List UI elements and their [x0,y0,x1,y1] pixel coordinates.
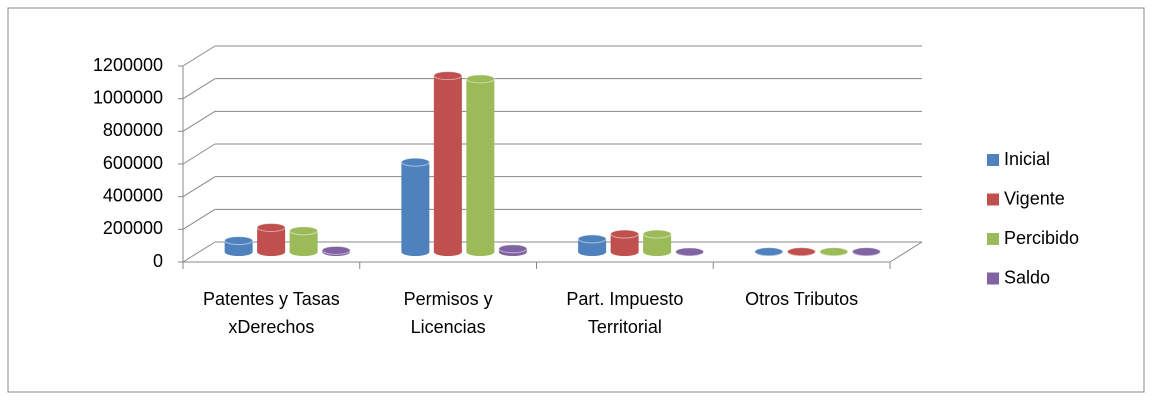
legend-label: Inicial [1004,149,1050,169]
grid-line [182,143,216,165]
bar [498,244,528,256]
bar-top [289,226,319,236]
bar-body [401,162,430,252]
grid-line [182,208,216,230]
bar-top [498,244,528,254]
y-tick-label: 1000000 [93,87,163,107]
bar-top [256,223,286,232]
bar-body [643,234,672,252]
legend-swatch [987,272,999,285]
bar [256,223,286,256]
bar-body [466,78,495,252]
bar [610,229,640,256]
y-tick-label: 800000 [103,120,163,140]
bar [642,229,672,256]
floor-right [889,241,923,263]
bar-top [400,157,430,167]
bar [289,226,319,256]
y-tick-label: 1200000 [93,55,163,75]
legend-label: Percibido [1004,228,1079,248]
bar-top [754,247,784,257]
bar-top [433,71,463,81]
bar [433,71,463,256]
legend-swatch [987,193,999,206]
bar-body [224,240,253,252]
x-tick-label: Patentes y Tasas xDerechos [203,289,340,337]
x-tick-label: Otros Tributos [745,289,859,309]
bar-body [610,234,639,252]
bar-top [321,245,351,255]
bar [400,157,430,256]
legend-label: Saldo [1004,267,1050,287]
bar-top [642,229,672,239]
bar [321,245,351,256]
y-tick-label: 0 [153,251,163,271]
grid-line [182,176,216,198]
bar-body [289,230,318,252]
y-tick-label: 600000 [103,153,163,173]
frame [7,7,1145,393]
bar-body [433,75,462,252]
bar [819,247,849,257]
grid-line [182,45,216,67]
bar [465,74,495,256]
bar [675,247,705,257]
bar-top [610,229,640,239]
bar [224,236,254,256]
grid-line [182,110,216,132]
bar [754,247,784,257]
legend-swatch [987,154,999,166]
grid-line [182,241,216,263]
bar-top [786,247,816,257]
bar-top [577,234,607,244]
bar [786,247,816,257]
bar-top [675,247,705,257]
grid-line [182,78,216,100]
legend-label: Vigente [1004,188,1065,208]
y-tick-label: 400000 [103,185,163,205]
bar-top [465,74,495,84]
bar-top [851,247,881,257]
bar [577,234,607,256]
x-tick-label: Permisos y Licencias [403,289,493,337]
legend-swatch [987,233,999,245]
bar [851,247,881,257]
bar-top [819,247,849,257]
y-tick-label: 200000 [103,218,163,238]
x-tick-label: Part. Impuesto Territorial [566,289,684,337]
bar-top [224,236,254,246]
